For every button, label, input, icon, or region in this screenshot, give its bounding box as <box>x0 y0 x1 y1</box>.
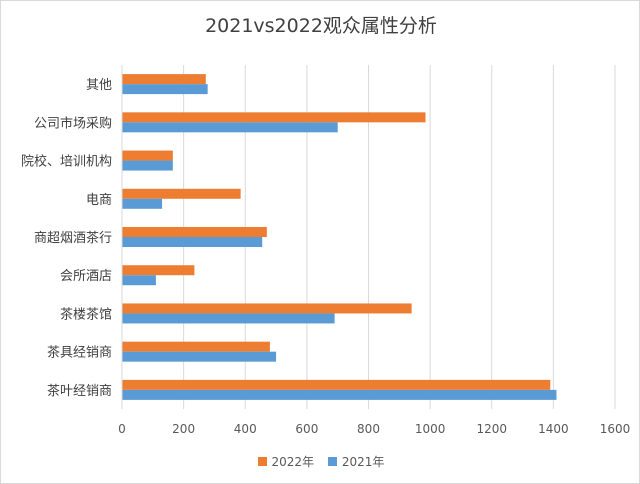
legend-label-2022: 2022年 <box>271 455 315 469</box>
x-tick-label: 1400 <box>538 422 569 436</box>
bar-2021 <box>122 275 156 286</box>
legend-swatch-2022 <box>257 457 267 466</box>
bar-2022 <box>122 341 270 352</box>
bar-2021 <box>122 351 277 362</box>
legend: 2022年 2021年 <box>1 453 640 470</box>
bar-2021 <box>122 84 208 95</box>
bar-2021 <box>122 122 338 133</box>
bar-2021 <box>122 313 335 324</box>
x-tick-label: 800 <box>357 422 380 436</box>
category-label: 商超烟酒茶行 <box>34 230 112 246</box>
bar-2021 <box>122 237 263 247</box>
legend-label-2021: 2021年 <box>341 455 385 469</box>
category-label: 茶叶经销商 <box>47 383 112 399</box>
bar-2022 <box>122 227 267 237</box>
chart-title: 2021vs2022观众属性分析 <box>205 15 437 37</box>
x-tick-label: 0 <box>118 422 126 436</box>
bar-2022 <box>122 303 412 314</box>
bar-2021 <box>122 198 163 209</box>
category-label: 电商 <box>86 193 112 208</box>
bar-2022 <box>122 379 551 390</box>
category-label: 茶楼茶馆 <box>60 306 112 322</box>
legend-item-2022: 2022年 <box>257 453 315 470</box>
bar-2022 <box>122 265 195 276</box>
legend-item-2021: 2021年 <box>327 453 385 470</box>
x-tick-label: 1600 <box>600 422 631 436</box>
category-label: 院校、培训机构 <box>21 154 112 170</box>
category-label: 茶具经销商 <box>47 345 112 361</box>
bar-2022 <box>122 74 206 85</box>
bar-2021 <box>122 160 173 171</box>
x-tick-label: 1000 <box>415 422 446 436</box>
bar-2022 <box>122 188 241 199</box>
x-tick-label: 200 <box>172 422 195 436</box>
legend-swatch-2021 <box>327 457 337 466</box>
x-tick-label: 600 <box>295 422 318 436</box>
category-label: 公司市场采购 <box>34 115 112 131</box>
bar-2022 <box>122 112 426 123</box>
category-label: 会所酒店 <box>60 269 112 284</box>
bar-2022 <box>122 150 173 161</box>
x-tick-label: 1200 <box>476 422 507 436</box>
bar-2021 <box>122 389 557 400</box>
category-label: 其他 <box>86 78 112 93</box>
plot-area: 0 200 400 600 800 1000 1200 1400 1600 茶叶经销商 茶具经销商 茶… <box>21 65 631 436</box>
x-tick-label: 400 <box>234 422 257 436</box>
